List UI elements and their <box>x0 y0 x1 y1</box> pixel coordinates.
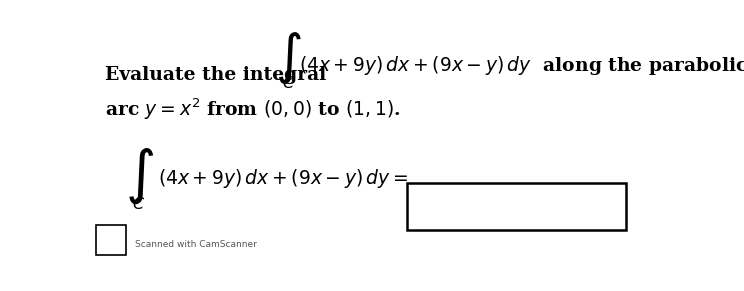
FancyBboxPatch shape <box>407 183 626 230</box>
Text: $C$: $C$ <box>281 74 295 92</box>
Text: arc $y = x^2$ from $(0, 0)$ to $(1, 1)$.: arc $y = x^2$ from $(0, 0)$ to $(1, 1)$. <box>104 96 400 122</box>
Text: $(4x + 9y)\,dx + (9x - y)\,dy$  along the parabolic: $(4x + 9y)\,dx + (9x - y)\,dy$ along the… <box>299 54 744 77</box>
Text: $\int$: $\int$ <box>275 31 301 86</box>
Text: $\int$: $\int$ <box>125 146 154 206</box>
Text: Evaluate the integral: Evaluate the integral <box>104 66 326 84</box>
Text: CS: CS <box>100 233 121 247</box>
FancyBboxPatch shape <box>96 225 126 255</box>
Text: $C$: $C$ <box>132 196 145 213</box>
Text: $(4x + 9y)\,dx + (9x - y)\,dy =$: $(4x + 9y)\,dx + (9x - y)\,dy =$ <box>158 167 408 190</box>
Text: Scanned with CamScanner: Scanned with CamScanner <box>135 240 257 249</box>
